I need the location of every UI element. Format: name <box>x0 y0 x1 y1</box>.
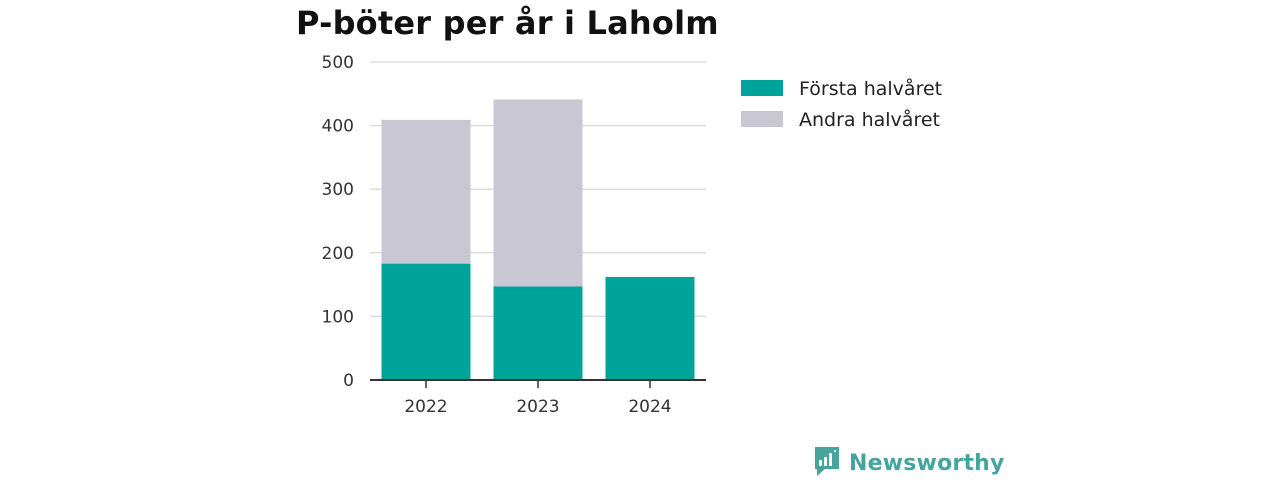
y-tick-label: 200 <box>322 244 354 264</box>
y-tick-label: 0 <box>343 371 354 391</box>
y-tick-label: 100 <box>322 307 354 327</box>
bar-2024-Första halvåret <box>605 276 695 380</box>
bar-2022-Första halvåret <box>381 263 471 380</box>
newsworthy-logo: Newsworthy <box>813 446 1005 480</box>
legend-label: Första halvåret <box>799 77 942 100</box>
stacked-bar-chart: 0 100 200 300 400 500 2022 2023 2024 Första hal… <box>322 53 943 417</box>
x-tick-label: 2024 <box>628 397 671 417</box>
chart-title: P-böter per år i Laholm <box>296 4 719 42</box>
bar-2022-Andra halvåret <box>381 119 471 264</box>
bar-2023-Första halvåret <box>493 286 583 380</box>
x-axis-ticks: 2022 2023 2024 <box>404 380 672 417</box>
legend: Första halvåret Andra halvåret <box>741 77 942 131</box>
bars <box>381 99 695 380</box>
y-tick-label: 400 <box>322 117 354 137</box>
x-tick-label: 2022 <box>404 397 447 417</box>
chart-bubble-icon <box>813 445 841 481</box>
brand-name: Newsworthy <box>849 450 1005 476</box>
y-tick-label: 500 <box>322 53 354 73</box>
x-tick-label: 2023 <box>516 397 559 417</box>
y-axis-ticks: 0 100 200 300 400 500 <box>322 53 354 391</box>
legend-swatch <box>741 80 783 96</box>
bar-2023-Andra halvåret <box>493 99 583 287</box>
y-tick-label: 300 <box>322 180 354 200</box>
legend-label: Andra halvåret <box>799 108 940 131</box>
legend-swatch <box>741 111 783 127</box>
